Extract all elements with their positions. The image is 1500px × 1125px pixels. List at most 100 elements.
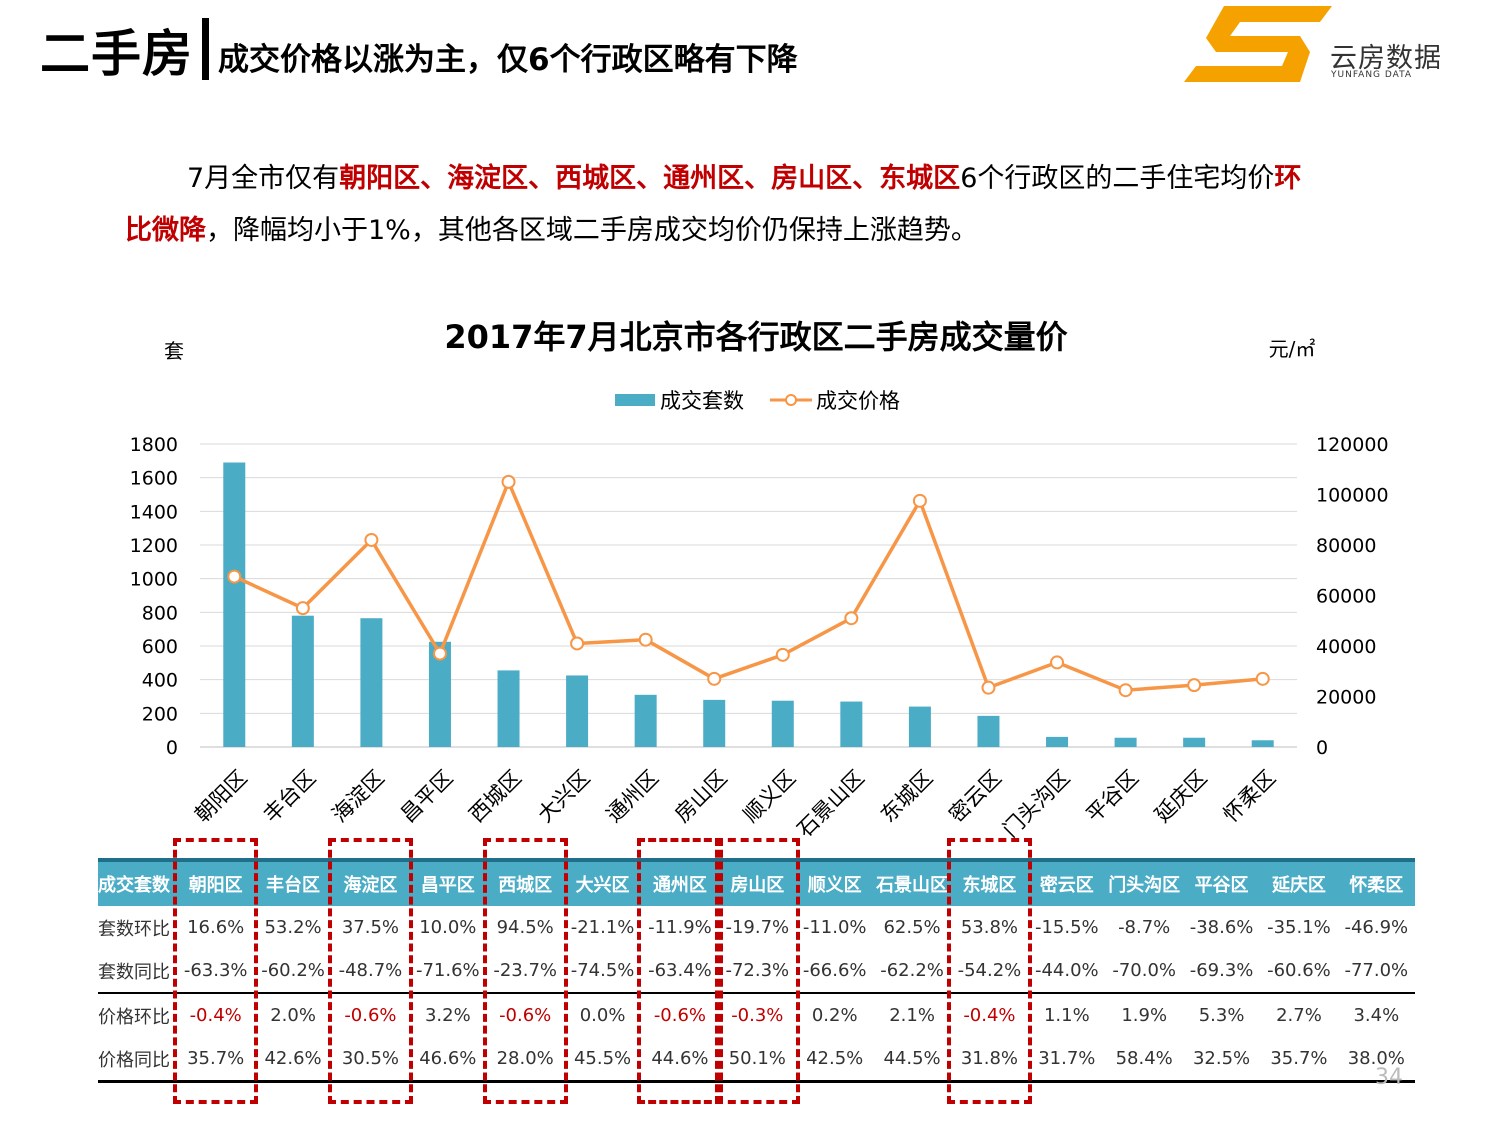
table-cell: 46.6% — [409, 1037, 487, 1083]
table-cell: -21.1% — [570, 917, 635, 938]
table-cell: 1.9% — [1105, 992, 1183, 1037]
page-number: 34 — [1375, 1065, 1403, 1090]
x-axis-tick: 昌平区 — [396, 766, 458, 828]
left-axis-unit: 套 — [164, 339, 184, 363]
table-column-header: 延庆区 — [1260, 858, 1338, 906]
table-column-header: 东城区 — [950, 858, 1029, 906]
x-axis-tick: 门头沟区 — [998, 766, 1074, 840]
table-column-header: 大兴区 — [563, 858, 642, 906]
table-cell: -48.7% — [338, 960, 403, 981]
x-axis-tick: 大兴区 — [533, 766, 595, 828]
table-column-header: 门头沟区 — [1105, 858, 1183, 906]
left-axis-tick: 1600 — [130, 468, 178, 490]
chart-title: 2017年7月北京市各行政区二手房成交量价 — [444, 318, 1067, 356]
x-axis-tick: 平谷区 — [1082, 766, 1144, 828]
page-title: 二手房 — [40, 25, 193, 83]
price-point-朝阳区 — [227, 569, 242, 584]
table-column-header: 石景山区 — [873, 858, 951, 906]
highlight-box-朝阳区 — [173, 838, 259, 1104]
table-cell: -74.5% — [570, 960, 635, 981]
x-axis-tick: 西城区 — [465, 766, 527, 828]
table-cell: 38.0% — [1337, 1037, 1415, 1083]
left-axis-tick: 600 — [142, 636, 178, 658]
x-axis-tick: 密云区 — [944, 766, 1006, 828]
table-cell: -44.0% — [1034, 960, 1099, 981]
table-cell: -70.0% — [1112, 960, 1177, 981]
summary-line-1: 7月全市仅有朝阳区、海淀区、西城区、通州区、房山区、东城区6个行政区的二手住宅均… — [187, 165, 1301, 192]
table-column-header: 海淀区 — [331, 858, 410, 906]
logo-text: 云房数据 — [1330, 43, 1442, 74]
table-cell: 28.0% — [486, 1037, 564, 1083]
left-axis-tick: 1000 — [130, 569, 178, 591]
price-point-西城区 — [501, 474, 516, 489]
table-cell: -77.0% — [1344, 960, 1409, 981]
title-divider — [202, 18, 209, 80]
price-point-密云区 — [981, 680, 996, 695]
highlight-box-西城区 — [482, 838, 568, 1104]
table-cell: 35.7% — [1260, 1037, 1338, 1083]
table-cell: 0.0% — [563, 992, 642, 1037]
table-cell: 5.3% — [1182, 992, 1261, 1037]
table-header-label: 成交套数 — [98, 858, 177, 906]
bar-门头沟区 — [1046, 736, 1069, 747]
table-cell: -0.4% — [177, 992, 255, 1037]
bar-昌平区 — [428, 641, 451, 747]
left-axis-tick: 1400 — [130, 501, 178, 523]
table-cell: 50.1% — [718, 1037, 796, 1083]
price-point-大兴区 — [570, 636, 585, 651]
highlight-box-海淀区 — [327, 838, 414, 1104]
table-cell: 2.1% — [873, 992, 951, 1037]
legend-line-marker — [785, 394, 797, 406]
x-axis-tick: 延庆区 — [1150, 766, 1212, 828]
summary-text: 7月全市仅有 — [187, 163, 340, 194]
left-axis-tick: 800 — [142, 602, 178, 624]
table-cell: 42.5% — [796, 1037, 874, 1083]
table-cell: 53.2% — [264, 917, 322, 938]
price-point-怀柔区 — [1255, 671, 1270, 686]
price-point-通州区 — [638, 632, 653, 647]
bar-怀柔区 — [1251, 740, 1274, 747]
table-cell: 2.0% — [254, 992, 332, 1037]
highlight-box-通州区 — [637, 838, 723, 1104]
table-cell: -0.4% — [950, 992, 1029, 1037]
bar-密云区 — [977, 715, 1000, 747]
table-cell: -35.1% — [1267, 917, 1331, 938]
summary-highlight: 朝阳区、海淀区、西城区、通州区、房山区、东城区 — [339, 163, 961, 194]
district-stats-table: 成交套数 朝阳区 丰台区 海淀区 昌平区 西城区 大兴区 通州区 房山区 顺义区 石景山区 东城区 密云… — [98, 858, 1415, 1083]
table-row-label: 套数同比 — [98, 961, 170, 983]
price-point-顺义区 — [775, 647, 790, 662]
left-axis-tick: 200 — [142, 703, 178, 725]
table-column-header: 密云区 — [1028, 858, 1106, 906]
table-cell: 45.5% — [563, 1037, 642, 1083]
x-axis-tick: 怀柔区 — [1219, 766, 1281, 828]
yunfang-logo-icon — [1184, 6, 1332, 82]
bar-东城区 — [908, 706, 931, 747]
left-axis-tick: 1200 — [130, 535, 178, 557]
x-axis-tick: 房山区 — [670, 766, 732, 828]
table-cell: 37.5% — [341, 917, 400, 938]
table-cell: 1.1% — [1028, 992, 1106, 1037]
table-column-header: 通州区 — [641, 858, 719, 906]
table-cell: 44.6% — [641, 1037, 719, 1083]
table-cell: -63.4% — [648, 960, 712, 981]
table-column-header: 平谷区 — [1182, 858, 1261, 906]
table-cell: -0.6% — [331, 992, 410, 1037]
table-cell: 0.2% — [796, 992, 874, 1037]
table-cell: 53.8% — [960, 917, 1019, 938]
table-cell: -11.0% — [802, 917, 867, 938]
table-column-header: 丰台区 — [254, 858, 332, 906]
table-cell: 16.6% — [187, 917, 245, 938]
right-axis-tick: 80000 — [1316, 535, 1376, 557]
table-column-header: 房山区 — [718, 858, 796, 906]
bar-平谷区 — [1114, 737, 1137, 747]
table-cell: 30.5% — [331, 1037, 410, 1083]
summary-line-2: 比微降，降幅均小于1%，其他各区域二手房成交均价仍保持上涨趋势。 — [125, 217, 978, 244]
right-axis-tick: 60000 — [1316, 586, 1376, 608]
price-line — [233, 480, 1263, 692]
right-axis-tick: 120000 — [1316, 434, 1389, 456]
table-cell: -8.7% — [1118, 917, 1171, 938]
table-row: 套数同比 -63.3% -60.2% -48.7% -71.6% -23.7% -74.5%… — [98, 949, 1415, 993]
price-point-门头沟区 — [1050, 655, 1065, 670]
price-point-海淀区 — [364, 532, 379, 547]
table-column-header: 怀柔区 — [1337, 858, 1415, 906]
